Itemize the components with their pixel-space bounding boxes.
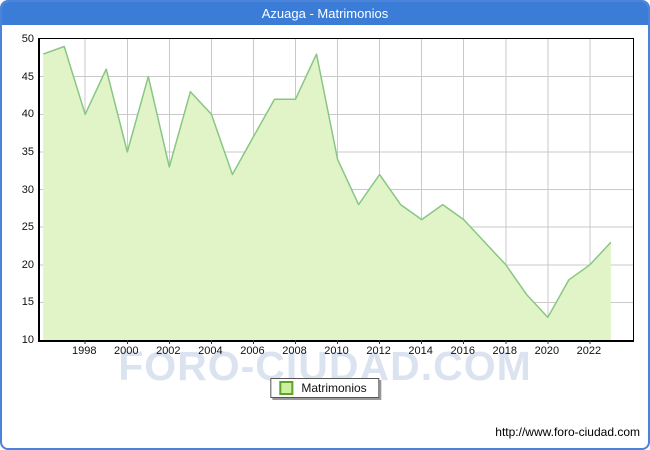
legend: Matrimonios [270, 378, 380, 398]
x-axis-label: 2006 [240, 345, 265, 357]
x-axis-label: 1998 [71, 345, 97, 357]
area-line [42, 45, 612, 319]
x-axis-label: 2010 [324, 345, 349, 357]
area-fill [43, 46, 611, 340]
y-axis-label: 40 [21, 108, 34, 121]
x-axis-label: 2004 [198, 345, 223, 357]
y-axis-label: 45 [21, 70, 34, 83]
y-axis-label: 25 [21, 221, 34, 234]
area-chart-svg [40, 39, 633, 344]
x-axis-label: 2012 [366, 345, 391, 357]
y-axis-label: 35 [21, 145, 34, 158]
x-axis-label: 2002 [156, 345, 181, 357]
chart-title: Azuaga - Matrimonios [2, 2, 648, 25]
x-axis-label: 2000 [114, 345, 139, 357]
legend-label: Matrimonios [301, 381, 367, 395]
x-axis-label: 2020 [534, 345, 560, 357]
y-axis-label: 30 [21, 183, 34, 196]
x-axis-label: 2008 [282, 345, 307, 357]
x-axis-label: 2022 [576, 345, 602, 357]
y-axis-label: 50 [21, 33, 34, 45]
x-axis-label: 2014 [408, 345, 433, 357]
y-axis-label: 20 [21, 258, 34, 271]
y-axis-label: 10 [21, 334, 34, 346]
x-axis-label: 2018 [492, 345, 518, 357]
x-axis-label: 2016 [450, 345, 475, 357]
y-axis-label: 15 [21, 296, 34, 309]
plot-area [38, 38, 634, 344]
footer-url: http://www.foro-ciudad.com [495, 425, 640, 439]
legend-swatch-icon [279, 381, 294, 395]
